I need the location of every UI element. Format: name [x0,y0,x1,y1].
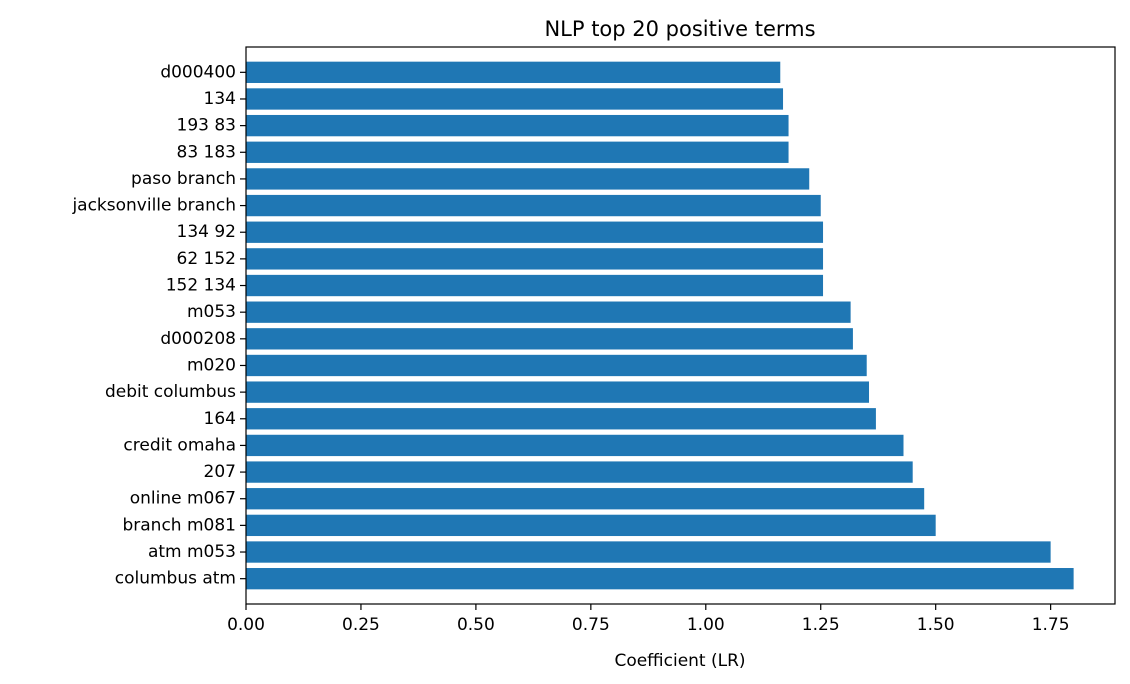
bar-134-92 [246,221,824,243]
x-tick-label: 0.50 [457,615,495,635]
bar-credit-omaha [246,434,904,457]
bar-online-m067 [246,488,925,510]
bar-m053 [246,301,851,323]
bar-d000208 [246,328,853,350]
y-tick-label: 134 [204,89,236,109]
y-tick-label: d000208 [160,329,236,349]
x-tick-label: 0.25 [342,615,380,635]
y-tick-label: 193 83 [177,116,236,136]
y-tick-label: atm m053 [148,542,236,562]
y-tick-label: paso branch [131,169,236,189]
bar-columbus-atm [246,568,1074,590]
y-tick-label: 152 134 [166,276,236,296]
bar-atm-m053 [246,541,1051,563]
y-tick-label: 164 [204,409,236,429]
bar-207 [246,461,913,483]
y-tick-label: 83 183 [177,142,236,162]
y-tick-label: jacksonville branch [71,196,236,216]
bar-134 [246,88,784,110]
y-tick-label: m020 [187,355,236,375]
x-tick-label: 1.75 [1032,615,1070,635]
bars-group [246,61,1074,590]
y-tick-label: d000400 [160,62,236,82]
y-tick-label: columbus atm [115,569,236,589]
bar-152-134 [246,274,824,297]
x-tick-label: 1.25 [802,615,840,635]
y-tick-label: debit columbus [105,382,236,402]
bar-jacksonville-branch [246,194,821,217]
bar-164 [246,408,876,430]
y-tick-label: 207 [204,462,236,482]
x-tick-label: 0.75 [572,615,610,635]
bar-paso-branch [246,168,810,190]
chart-title: NLP top 20 positive terms [544,17,815,41]
bar-branch-m081 [246,514,936,537]
bar-62-152 [246,248,824,270]
bar-debit-columbus [246,381,870,403]
y-tick-label: credit omaha [123,435,236,455]
bar-d000400 [246,61,781,83]
bar-83-183 [246,141,789,163]
y-tick-label: 62 152 [177,249,236,269]
y-tick-label: 134 92 [177,222,236,242]
y-tick-label: branch m081 [122,515,236,535]
x-tick-label: 0.00 [227,615,265,635]
bar-m020 [246,354,867,377]
x-axis-ticks: 0.00 0.25 0.50 0.75 1.00 1.25 1.50 1.75 [227,604,1070,635]
x-tick-label: 1.50 [917,615,955,635]
bar-193-83 [246,114,789,137]
y-tick-label: m053 [187,302,236,322]
y-axis-ticks: columbus atm atm m053 branch m081 online m0… [71,62,246,589]
x-tick-label: 1.00 [687,615,725,635]
x-axis-label: Coefficient (LR) [614,651,745,671]
y-tick-label: online m067 [130,489,236,509]
plot-frame [245,46,1116,605]
